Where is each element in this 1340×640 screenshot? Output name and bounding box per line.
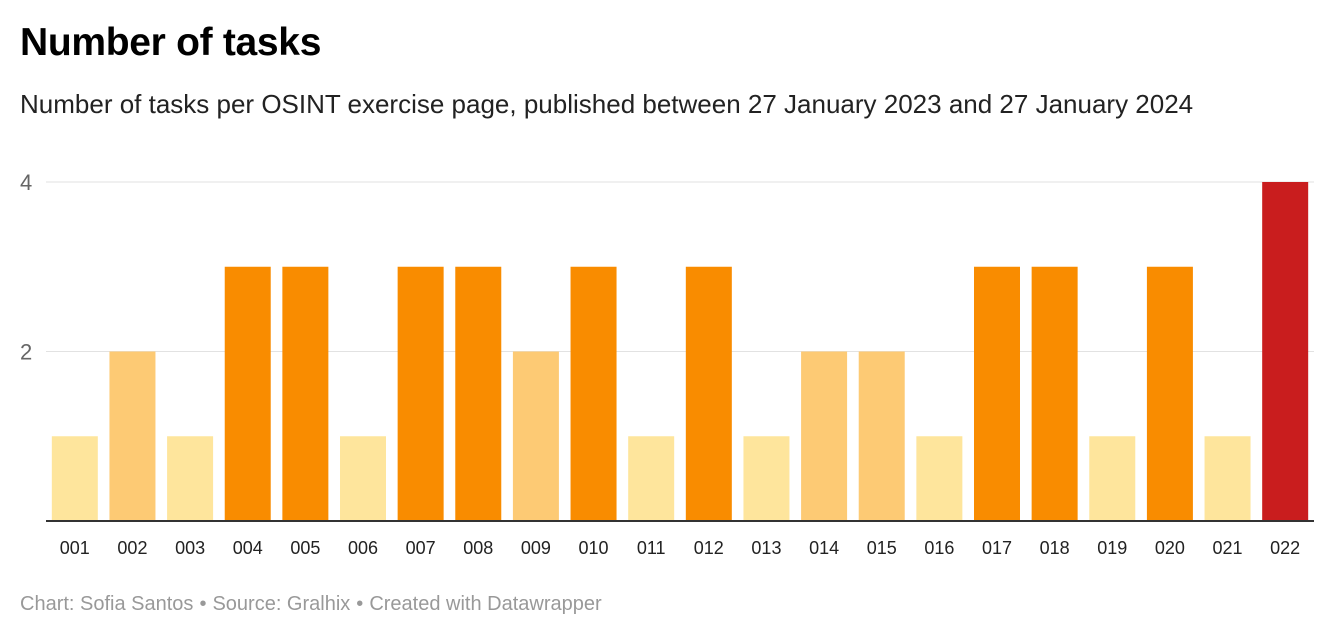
bar xyxy=(1146,266,1193,521)
bar xyxy=(397,266,444,521)
x-tick-label: 013 xyxy=(751,538,781,558)
x-tick-label: 002 xyxy=(117,538,147,558)
bar xyxy=(628,436,675,521)
x-tick-label: 008 xyxy=(463,538,493,558)
chart-footer: Chart: Sofia Santos • Source: Gralhix • Crea… xyxy=(20,593,602,616)
bar xyxy=(1262,182,1309,521)
bar xyxy=(512,351,559,521)
x-tick-label: 007 xyxy=(406,538,436,558)
x-tick-label: 015 xyxy=(867,538,897,558)
x-tick-label: 012 xyxy=(694,538,724,558)
x-tick-label: 009 xyxy=(521,538,551,558)
bar xyxy=(455,266,502,521)
bar xyxy=(224,266,271,521)
chart-credit: Chart: Sofia Santos xyxy=(20,593,194,615)
bar xyxy=(51,436,98,521)
chart-title: Number of tasks xyxy=(20,21,322,64)
bar xyxy=(1204,436,1251,521)
bar xyxy=(167,436,214,521)
bar xyxy=(858,351,905,521)
x-tick-label: 004 xyxy=(233,538,263,558)
x-tick-label: 014 xyxy=(809,538,839,558)
bar xyxy=(1031,266,1078,521)
x-tick-label: 022 xyxy=(1270,538,1300,558)
bar xyxy=(570,266,617,521)
bar xyxy=(801,351,848,521)
source-label: Source: Gralhix xyxy=(212,593,351,615)
x-tick-label: 003 xyxy=(175,538,205,558)
bar xyxy=(974,266,1020,521)
x-tick-label: 001 xyxy=(60,538,90,558)
bar xyxy=(1089,436,1136,521)
x-tick-label: 020 xyxy=(1155,538,1185,558)
y-tick-label: 4 xyxy=(20,170,32,195)
x-tick-label: 010 xyxy=(579,538,609,558)
created-with-label: Created with Datawrapper xyxy=(369,593,602,615)
bar-chart: 2 4 001 002 003 004 005 006 007 008 009 010 011 012 01… xyxy=(20,170,1314,558)
x-tick-label: 005 xyxy=(290,538,320,558)
x-tick-label: 019 xyxy=(1097,538,1127,558)
x-tick-label: 021 xyxy=(1213,538,1243,558)
bar xyxy=(685,266,732,521)
bar xyxy=(282,266,329,521)
x-tick-label: 006 xyxy=(348,538,378,558)
y-tick-label: 2 xyxy=(20,340,32,365)
bar xyxy=(743,436,790,521)
footer-separator: • xyxy=(199,593,207,615)
bar xyxy=(340,436,386,521)
x-tick-label: 011 xyxy=(637,538,666,558)
x-tick-label: 018 xyxy=(1040,538,1070,558)
x-tick-label: 016 xyxy=(924,538,954,558)
footer-separator: • xyxy=(356,593,364,615)
bar xyxy=(109,351,156,521)
x-tick-label: 017 xyxy=(982,538,1012,558)
bar xyxy=(916,436,963,521)
chart-subtitle: Number of tasks per OSINT exercise page,… xyxy=(20,89,1194,119)
